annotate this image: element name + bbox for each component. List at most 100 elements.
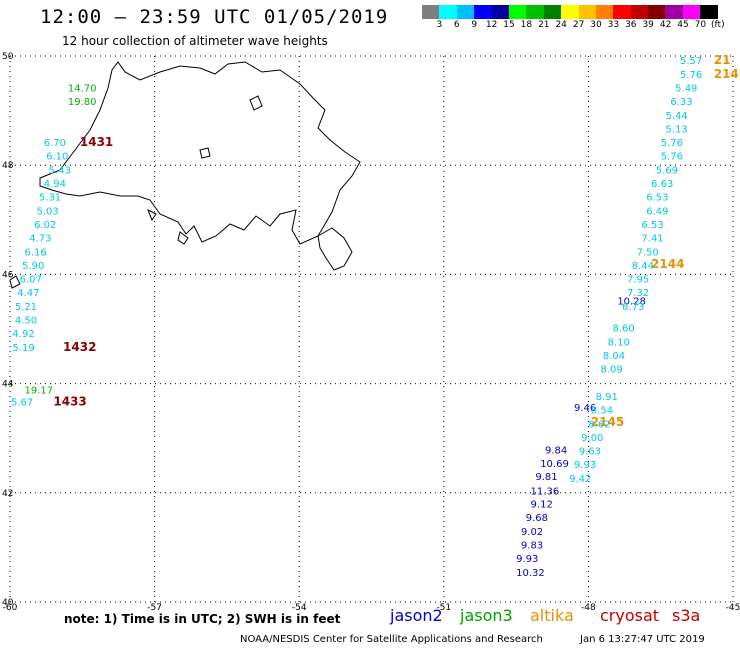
colorbar-swatch [561, 5, 579, 19]
data-point-s3a: 7.95 [627, 275, 649, 286]
colorbar-swatch [526, 5, 544, 19]
legend-cryosat: cryosat [600, 606, 660, 625]
colorbar-swatch [491, 5, 509, 19]
axis-ticks: -60 -57 -54 -51 -48 -45 40 42 44 46 48 50 [2, 52, 740, 613]
data-point-cryosat: 1433 [53, 394, 86, 408]
colorbar-label: 12 [485, 20, 498, 30]
data-point-s3a: 5.43 [49, 165, 71, 176]
data-point-jason3: 19.80 [68, 97, 97, 108]
colorbar-swatch [422, 5, 440, 19]
colorbar-swatch [456, 5, 475, 19]
colorbar-label: 21 [538, 20, 550, 30]
data-point-s3a: 5.21 [15, 302, 37, 313]
data-point-s3a: 5.03 [37, 206, 59, 217]
lat-tick-label: 48 [2, 161, 14, 171]
data-point-s3a: 9.63 [579, 447, 601, 458]
data-point-s3a: 7.50 [637, 247, 659, 258]
data-point-s3a: 5.49 [675, 83, 697, 94]
colorbar-swatch [630, 5, 649, 19]
data-point-s3a: 9.00 [581, 433, 603, 444]
colorbar-swatch [613, 5, 631, 19]
data-point-s3a: 6.53 [646, 193, 668, 204]
lon-tick-label: -51 [436, 603, 451, 613]
island-outline [199, 147, 211, 159]
data-point-s3a: 8.04 [603, 351, 625, 362]
data-point-jason2: 9.02 [521, 527, 543, 538]
page-subtitle: 12 hour collection of altimeter wave hei… [62, 34, 328, 48]
data-point-s3a: 6.02 [34, 220, 56, 231]
colorbar-label: 39 [642, 20, 654, 30]
data-point-jason2: 10.32 [516, 568, 545, 579]
data-point-jason2: 9.93 [516, 554, 538, 565]
lon-tick-label: -48 [581, 603, 596, 613]
colorbar-label: 6 [453, 20, 460, 30]
data-point-altika: 2145 [591, 415, 624, 429]
colorbar-label: 36 [625, 20, 637, 30]
data-point-s3a: 5.90 [22, 261, 44, 272]
generation-timestamp: Jan 6 13:27:47 UTC 2019 [580, 634, 705, 645]
island-outline [249, 95, 263, 111]
data-point-s3a: 6.07 [20, 275, 42, 286]
data-point-altika: 21 [714, 53, 731, 67]
data-point-jason2: 10.69 [540, 459, 569, 470]
data-point-s3a: 8.60 [613, 324, 635, 335]
data-point-jason2: 9.46 [574, 403, 596, 414]
colorbar [422, 5, 718, 19]
data-point-s3a: 6.49 [646, 206, 668, 217]
data-point-s3a: 9.93 [574, 460, 596, 471]
data-points: 10.28 9.46 9.84 10.69 9.81 11.36 9.12 9.68 9.02 9… [11, 53, 739, 579]
colorbar-label: 9 [471, 20, 478, 30]
data-point-altika: 214 [714, 67, 739, 81]
lat-tick-label: 44 [2, 380, 14, 390]
colorbar-swatch [474, 5, 492, 19]
data-point-s3a: 4.50 [15, 316, 37, 327]
lat-tick-label: 46 [2, 270, 14, 280]
data-point-jason2: 9.68 [526, 513, 548, 524]
data-point-cryosat: 1431 [80, 135, 113, 149]
legend-s3a: s3a [672, 606, 701, 625]
colorbar-swatch [439, 5, 457, 19]
data-point-jason3: 14.70 [68, 83, 97, 94]
island-outline [9, 275, 21, 289]
data-point-s3a: 5.19 [12, 343, 34, 354]
island-outline [147, 208, 157, 222]
data-point-s3a: 5.13 [666, 124, 688, 135]
data-point-jason2: 9.81 [535, 472, 557, 483]
colorbar-label: 33 [607, 20, 620, 30]
data-point-s3a: 6.10 [46, 152, 68, 163]
data-point-s3a: 8.91 [596, 392, 618, 403]
legend-altika: altika [530, 606, 574, 625]
page-title: 12:00 – 23:59 UTC 01/05/2019 [40, 6, 389, 28]
colorbar-label: 45 [677, 20, 689, 30]
colorbar-label: 27 [572, 20, 585, 30]
data-point-jason2: 9.12 [531, 500, 553, 511]
data-point-jason2: 9.84 [545, 445, 567, 456]
colorbar-labels: 3 6 9 12 15 18 21 24 27 30 33 36 39 42 45 70 (ft) [422, 20, 740, 34]
data-point-jason3: 19.17 [24, 385, 53, 396]
data-point-cryosat: 1432 [63, 340, 96, 354]
data-point-s3a: 6.16 [24, 247, 46, 258]
colorbar-label: 24 [555, 20, 567, 30]
lon-tick-label: -57 [147, 603, 162, 613]
lat-tick-label: 50 [2, 52, 14, 62]
colorbar-swatch [578, 5, 596, 19]
data-point-s3a: 4.94 [44, 179, 66, 190]
lon-tick-label: -45 [726, 603, 740, 613]
data-point-s3a: 6.33 [670, 97, 692, 108]
island-outline [177, 231, 189, 245]
data-point-s3a: 8.09 [600, 365, 622, 376]
graticule [9, 55, 734, 603]
lon-tick-label: -54 [292, 603, 307, 613]
lat-tick-label: 40 [2, 598, 14, 608]
colorbar-swatch [508, 5, 527, 19]
data-point-s3a: 9.42 [569, 474, 591, 485]
data-point-jason2: 11.36 [531, 486, 560, 497]
lat-tick-label: 42 [2, 489, 13, 499]
colorbar-label: 15 [503, 20, 515, 30]
colorbar-label: 30 [590, 20, 602, 30]
data-point-s3a: 7.32 [627, 288, 649, 299]
colorbar-label: 42 [659, 20, 672, 30]
data-point-s3a: 6.73 [622, 302, 644, 313]
colorbar-swatch [700, 5, 718, 19]
